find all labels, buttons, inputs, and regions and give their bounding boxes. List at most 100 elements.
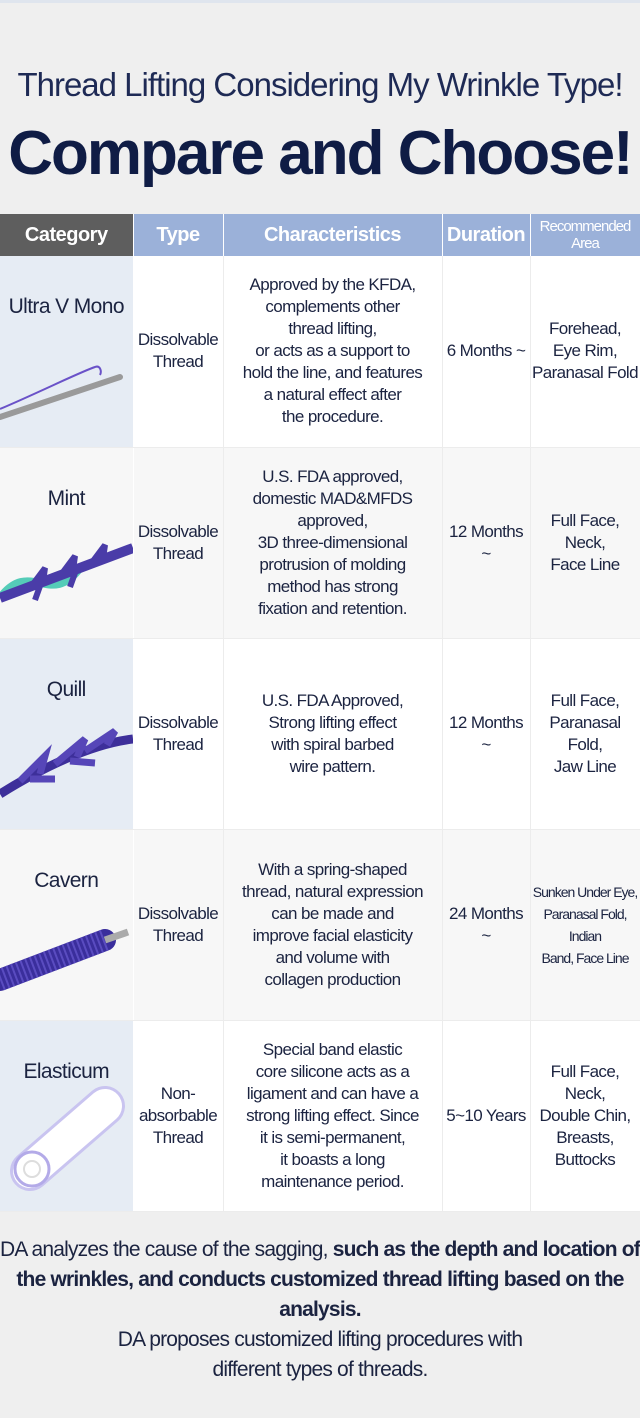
table-row: Mint Dissolvable Thread U.S. FDA approved, d… <box>0 447 640 639</box>
category-cell: Ultra V Mono <box>0 256 134 448</box>
characteristics-line: ligament and can have a <box>246 1083 419 1103</box>
comparison-table: Category Type Characteristics Duration R… <box>0 214 640 1212</box>
area-line: Paranasal Fold, <box>549 712 621 754</box>
area-line: Indian <box>568 927 602 944</box>
column-header-duration: Duration <box>442 214 531 256</box>
characteristics-cell: Special band elastic core silicone acts a… <box>223 1020 443 1212</box>
characteristics-line: hold the line, and features <box>242 363 423 383</box>
type-cell: Non-absorbable Thread <box>133 1020 224 1212</box>
type-cell: Dissolvable Thread <box>133 638 224 830</box>
characteristics-line: thread lifting, <box>288 319 377 339</box>
area-line: Neck, <box>564 532 606 552</box>
characteristics-line: protrusion of molding <box>259 554 406 574</box>
footer-paragraph-2: DA proposes customized lifting procedure… <box>117 1328 523 1381</box>
type-line: Non- <box>160 1083 196 1103</box>
duration-cell: 6 Months ~ <box>442 256 531 448</box>
area-line: Full Face, <box>550 1061 620 1081</box>
area-line: Full Face, <box>550 510 620 530</box>
table-row: Ultra V Mono Dissolvable Thread Approved by… <box>0 256 640 448</box>
characteristics-line: Special band elastic <box>262 1039 403 1059</box>
characteristics-cell: U.S. FDA Approved, Strong lifting effect w… <box>223 638 443 830</box>
characteristics-line: With a spring-shaped <box>258 859 407 879</box>
characteristics-line: approved, <box>297 510 368 530</box>
table-row: Quill Dissolvable Thread U.S. FDA Approved,… <box>0 638 640 830</box>
type-line: Thread <box>152 1127 204 1147</box>
duration-cell: 24 Months ~ <box>442 829 531 1021</box>
area-line: Band, Face Line <box>541 949 630 966</box>
characteristics-cell: Approved by the KFDA, complements other th… <box>223 256 443 448</box>
category-name: Elasticum <box>23 1059 110 1083</box>
category-name: Mint <box>47 486 86 510</box>
type-line: absorbable <box>138 1105 218 1125</box>
category-cell: Elasticum <box>0 1020 134 1212</box>
characteristics-line: it is semi-permanent, <box>259 1127 406 1147</box>
footer-normal-text: DA analyzes the cause of the sagging, <box>0 1238 328 1261</box>
area-line: Paranasal Fold <box>532 363 639 383</box>
characteristics-line: Strong lifting effect <box>268 712 398 732</box>
characteristics-line: U.S. FDA approved, <box>262 466 403 486</box>
type-line: Dissolvable <box>137 712 219 732</box>
characteristics-line: with spiral barbed <box>271 734 394 754</box>
area-line: Full Face, <box>550 690 620 710</box>
category-name: Cavern <box>34 868 99 892</box>
type-line: Thread <box>152 925 204 945</box>
type-line: Thread <box>152 543 204 563</box>
category-cell: Mint <box>0 447 134 639</box>
characteristics-line: method has strong <box>267 576 398 596</box>
recommended-area-cell: Full Face, Neck, Face Line <box>530 447 640 639</box>
column-header-category: Category <box>0 214 134 256</box>
type-line: Dissolvable <box>137 330 219 350</box>
recommended-area-cell: Full Face, Paranasal Fold, Jaw Line <box>530 638 640 830</box>
type-line: Thread <box>152 352 204 372</box>
table-row: Cavern Dissolvable Thread With a spring-sha… <box>0 829 640 1021</box>
area-line: Double Chin, <box>539 1105 631 1125</box>
type-line: Thread <box>152 734 204 754</box>
characteristics-line: can be made and <box>271 903 394 923</box>
characteristics-line: it boasts a long <box>280 1149 385 1169</box>
footer-bold-text: such as the depth and location of the wr… <box>16 1238 640 1321</box>
area-line: Breasts, <box>556 1127 614 1147</box>
area-line: Buttocks <box>554 1149 616 1169</box>
category-name: Quill <box>46 677 87 701</box>
area-line: Neck, <box>564 1083 606 1103</box>
area-line: Eye Rim, <box>552 341 618 361</box>
characteristics-line: thread, natural expression <box>242 881 424 901</box>
characteristics-cell: U.S. FDA approved, domestic MAD&MFDS appro… <box>223 447 443 639</box>
type-cell: Dissolvable Thread <box>133 256 224 448</box>
characteristics-line: a natural effect after <box>263 385 402 405</box>
characteristics-line: strong lifting effect. Since <box>246 1105 419 1125</box>
duration-cell: 12 Months ~ <box>442 447 531 639</box>
category-cell: Cavern <box>0 829 134 1021</box>
characteristics-line: U.S. FDA Approved, <box>261 690 404 710</box>
characteristics-line: wire pattern. <box>289 756 376 776</box>
characteristics-line: Approved by the KFDA, <box>249 275 417 295</box>
category-name: Ultra V Mono <box>8 295 125 318</box>
area-line: Jaw Line <box>553 756 617 776</box>
area-line: Paranasal Fold, <box>543 905 627 922</box>
column-header-characteristics: Characteristics <box>223 214 443 256</box>
characteristics-line: complements other <box>265 297 400 317</box>
page-subtitle: Thread Lifting Considering My Wrinkle Ty… <box>17 66 623 103</box>
type-cell: Dissolvable Thread <box>133 447 224 639</box>
duration-cell: 5~10 Years <box>442 1020 531 1212</box>
type-line: Dissolvable <box>137 521 219 541</box>
characteristics-line: the procedure. <box>281 407 384 427</box>
type-line: Dissolvable <box>137 903 219 923</box>
footer-paragraph-1: DA analyzes the cause of the sagging, su… <box>0 1235 640 1325</box>
characteristics-line: core silicone acts as a <box>255 1061 410 1081</box>
top-border <box>0 0 640 3</box>
page-title: Compare and Choose! <box>8 119 633 188</box>
table-row: Elasticum Non-absorbable Thread Special ban… <box>0 1020 640 1212</box>
area-line: Face Line <box>550 554 620 574</box>
characteristics-line: 3D three-dimensional <box>257 532 408 552</box>
characteristics-line: maintenance period. <box>261 1171 404 1191</box>
characteristics-line: improve facial elasticity <box>252 925 413 945</box>
column-header-recommended-area: Recommended Area <box>530 214 640 256</box>
recommended-area-cell: Full Face, Neck, Double Chin, Breasts, Butto… <box>530 1020 640 1212</box>
area-line: Forehead, <box>548 319 622 339</box>
category-cell: Quill <box>0 638 134 830</box>
characteristics-line: collagen production <box>264 969 401 989</box>
recommended-area-cell: Sunken Under Eye, Paranasal Fold, Indian Ba… <box>530 829 640 1021</box>
characteristics-line: or acts as a support to <box>255 341 410 361</box>
duration-cell: 12 Months ~ <box>442 638 531 830</box>
